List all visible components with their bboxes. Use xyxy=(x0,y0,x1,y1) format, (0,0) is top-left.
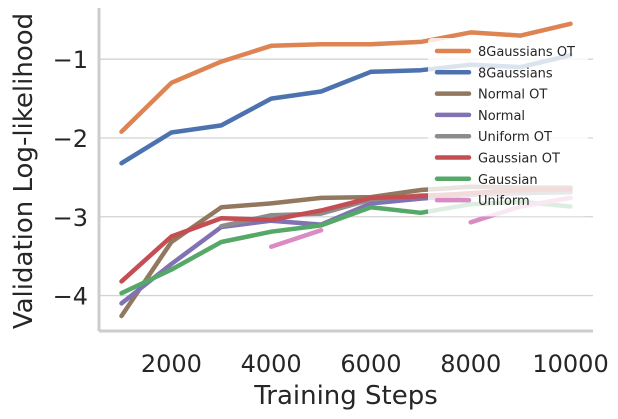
series-line-8gaussians-ot xyxy=(119,21,573,134)
legend-label-uniform-ot: Uniform OT xyxy=(478,130,552,145)
y-tick-label: −2 xyxy=(53,125,88,153)
y-tick-label: −3 xyxy=(53,204,88,232)
legend-label-gaussian-ot: Gaussian OT xyxy=(478,152,560,167)
legend-label-normal-ot: Normal OT xyxy=(478,88,547,103)
x-tick-label: 2000 xyxy=(141,350,202,378)
x-tick-label: 8000 xyxy=(440,350,501,378)
y-axis-label: Validation Log-likelihood xyxy=(9,13,39,329)
legend-label-8gaussians-ot: 8Gaussians OT xyxy=(478,45,575,60)
legend-background xyxy=(428,38,588,217)
axes xyxy=(97,8,593,333)
x-tick-label: 6000 xyxy=(340,350,401,378)
tick-labels: 2000 4000 6000 8000 10000 −4 −3 −2 −1 xyxy=(53,46,609,378)
legend-label-gaussian: Gaussian xyxy=(478,173,538,188)
legend: 8Gaussians OT 8Gaussians Normal OT Normal Un… xyxy=(428,38,588,217)
legend-label-8gaussians: 8Gaussians xyxy=(478,66,553,81)
x-axis-label: Training Steps xyxy=(253,381,438,411)
y-tick-label: −1 xyxy=(53,46,88,74)
legend-label-normal: Normal xyxy=(478,109,525,124)
x-tick-label: 10000 xyxy=(532,350,608,378)
y-tick-label: −4 xyxy=(53,283,88,311)
x-tick-label: 4000 xyxy=(241,350,302,378)
legend-label-uniform: Uniform xyxy=(478,194,530,209)
